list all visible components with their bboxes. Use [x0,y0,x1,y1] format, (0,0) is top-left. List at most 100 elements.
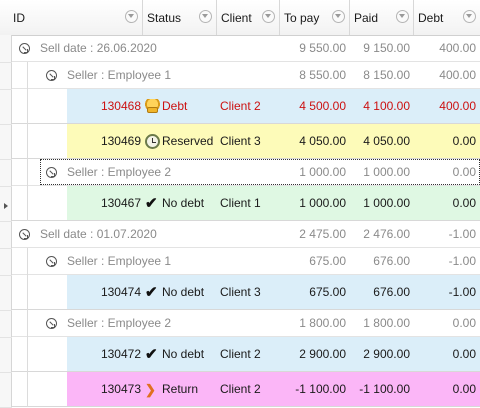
collapse-group-icon[interactable] [19,43,30,54]
row-separator [0,124,12,125]
order-to-pay: 2 900.00 [299,347,346,361]
column-header-status[interactable]: Status [143,0,217,35]
row-background [67,337,480,371]
order-client: Client 3 [220,285,261,299]
collapse-group-icon[interactable] [46,167,57,178]
group-label: Sell date : 26.06.2020 [40,41,157,55]
group-indent [12,62,27,88]
group-paid: 1 800.00 [363,316,410,330]
filter-icon[interactable] [125,10,138,23]
order-id: 130469 [100,134,141,148]
filter-icon[interactable] [262,10,275,23]
order-client: Client 2 [220,99,261,113]
group-row-seller[interactable]: Seller : Employee 2 1 000.00 1 000.00 0.00 [12,159,480,186]
row-separator [0,186,12,187]
order-status: ✔ No debt [145,186,204,220]
group-to-pay: 9 550.00 [299,41,346,55]
group-row-seller[interactable]: Seller : Employee 1 675.00 676.00 -1.00 [12,248,480,275]
coins-icon [145,98,160,114]
row-indent [12,186,67,220]
order-debt: 0.00 [452,196,476,210]
order-id: 130467 [100,196,141,210]
order-to-pay: 4 500.00 [299,99,346,113]
row-background [67,372,480,406]
group-indent [12,310,27,336]
order-status: ✔ No debt [145,337,204,371]
group-to-pay: 675.00 [309,254,346,268]
column-header-label: Debt [418,11,444,25]
order-status: Debt [145,89,187,123]
order-status: Reserved [145,124,213,158]
order-paid: 4 100.00 [363,99,410,113]
group-debt: -1.00 [448,254,476,268]
column-header-debt[interactable]: Debt [414,0,480,35]
table-row[interactable]: 130467 ✔ No debt Client 1 1 000.00 1 000.00 0.… [12,186,480,221]
column-header-client[interactable]: Client [217,0,280,35]
order-id: 130472 [100,347,141,361]
row-separator [0,89,12,90]
group-debt: 400.00 [439,68,476,82]
table-row[interactable]: 130472 ✔ No debt Client 2 2 900.00 2 900.00 0.… [12,337,480,372]
order-to-pay: 675.00 [309,285,346,299]
order-paid: -1 100.00 [359,382,410,396]
order-paid: 4 050.00 [363,134,410,148]
group-debt: -1.00 [448,227,476,241]
order-status-label: No debt [162,285,205,299]
order-status-label: No debt [162,347,205,361]
row-separator [0,62,12,63]
row-indicator-column [0,35,12,408]
order-debt: -1.00 [448,285,476,299]
row-indent [12,275,67,309]
collapse-group-icon[interactable] [46,256,57,267]
collapse-group-icon[interactable] [19,229,30,240]
order-paid: 2 900.00 [363,347,410,361]
row-indent [12,337,67,371]
filter-icon[interactable] [396,10,409,23]
order-status-label: No debt [162,196,205,210]
group-paid: 676.00 [373,254,410,268]
order-status-label: Reserved [162,134,214,148]
row-separator [0,248,12,249]
order-paid: 676.00 [373,285,410,299]
table-row[interactable]: 130474 ✔ No debt Client 3 675.00 676.00 -1.00 [12,275,480,310]
filter-icon[interactable] [199,10,212,23]
filter-icon[interactable] [463,10,476,23]
group-paid: 8 150.00 [363,68,410,82]
checkmark-icon: ✔ [145,194,158,212]
group-guide-line [27,62,28,221]
row-separator [0,337,12,338]
group-to-pay: 1 800.00 [299,316,346,330]
group-row-sell-date[interactable]: Sell date : 01.07.2020 2 475.00 2 476.00 -1… [12,221,480,248]
order-debt: 0.00 [452,347,476,361]
order-client: Client 2 [220,382,261,396]
column-header-paid[interactable]: Paid [350,0,414,35]
group-indent [12,248,27,274]
current-row-arrow-icon [4,203,8,209]
table-row[interactable]: 130468 Debt Client 2 4 500.00 4 100.00 400.00 [12,89,480,124]
group-row-seller[interactable]: Seller : Employee 2 1 800.00 1 800.00 0.00 [12,310,480,337]
order-client: Client 3 [220,134,261,148]
group-to-pay: 2 475.00 [299,227,346,241]
table-row[interactable]: 130469 Reserved Client 3 4 050.00 4 050.00 0.… [12,124,480,159]
row-separator [0,310,12,311]
filter-icon[interactable] [332,10,345,23]
group-label: Seller : Employee 1 [67,68,172,82]
row-indent [12,89,67,123]
group-row-seller[interactable]: Seller : Employee 1 8 550.00 8 150.00 400.0… [12,62,480,89]
column-header-to-pay[interactable]: To pay [280,0,350,35]
row-background [67,124,480,158]
order-paid: 1 000.00 [363,196,410,210]
order-client: Client 2 [220,347,261,361]
order-id: 130474 [100,285,141,299]
order-debt: 400.00 [439,99,476,113]
order-status-label: Return [162,382,199,396]
order-to-pay: 1 000.00 [299,196,346,210]
group-row-sell-date[interactable]: Sell date : 26.06.2020 9 550.00 9 150.00 40… [12,35,480,62]
column-header-id[interactable]: ID [0,0,143,35]
row-background [67,89,480,123]
row-separator [0,159,12,160]
collapse-group-icon[interactable] [46,318,57,329]
table-row[interactable]: 130473 ❯ Return Client 2 -1 100.00 -1 100.00 0… [12,372,480,407]
checkmark-icon: ✔ [145,283,158,301]
collapse-group-icon[interactable] [46,70,57,81]
